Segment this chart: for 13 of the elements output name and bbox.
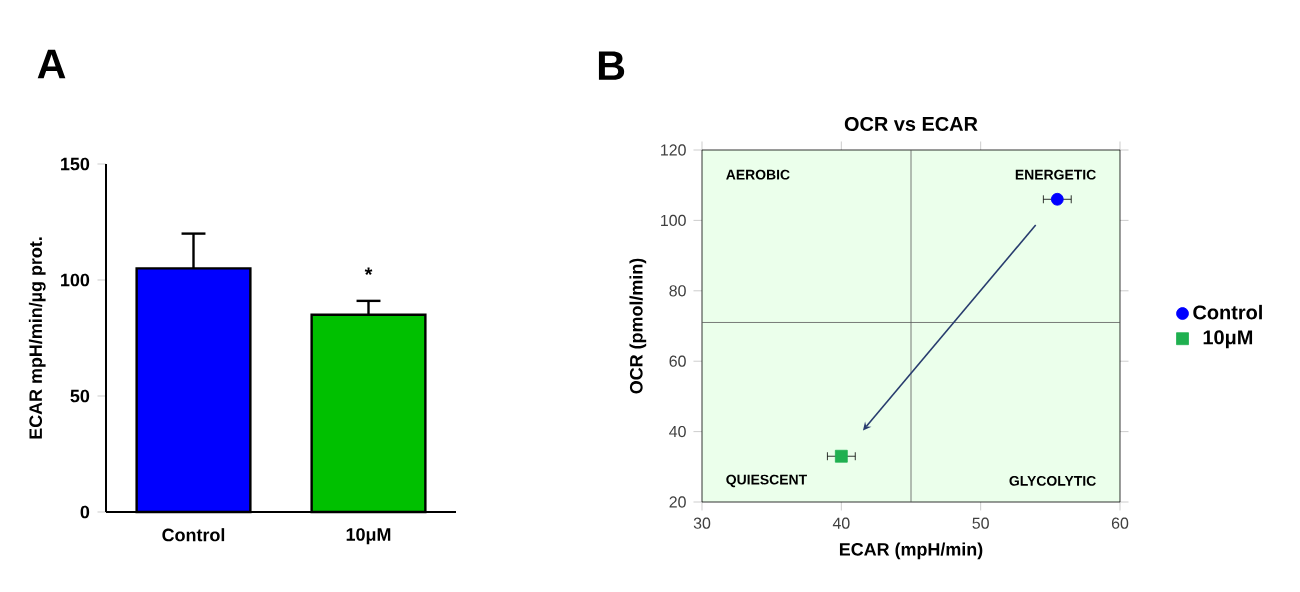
y-tick-label: 50: [70, 389, 90, 403]
x-axis-title: ECAR (mpH/min): [839, 542, 983, 560]
y-axis-title: OCR (pmol/min): [629, 258, 647, 394]
y-tick-label: 0: [80, 505, 90, 519]
text: A: [37, 49, 66, 79]
chart-title: OCR vs ECAR: [844, 116, 978, 131]
text: B: [598, 51, 625, 80]
legend-label: Control: [1193, 304, 1262, 320]
y-axis-title: ECAR mpH/min/µg prot.: [28, 237, 46, 439]
y-tick-label: 150: [61, 157, 90, 171]
y-tick-label: 100: [61, 273, 90, 287]
legend-label: 10μM: [1203, 330, 1253, 349]
annotation: *: [364, 267, 373, 275]
